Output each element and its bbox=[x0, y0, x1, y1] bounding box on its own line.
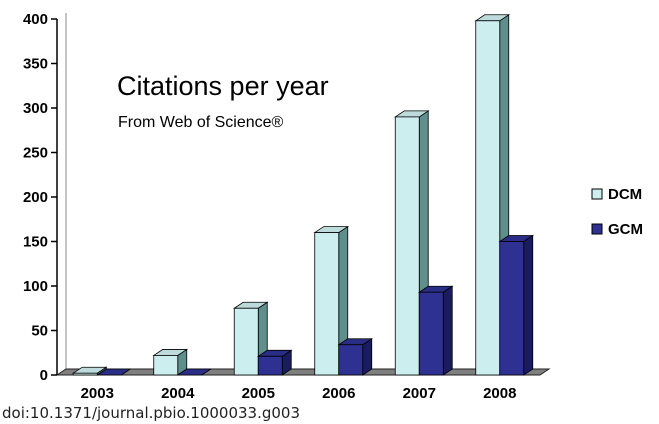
bar-gcm-2008 bbox=[498, 234, 535, 376]
bar-gcm-2007 bbox=[417, 285, 454, 376]
x-tick-label: 2007 bbox=[403, 385, 436, 402]
bar-gcm-2006 bbox=[337, 337, 374, 376]
bar-gcm-2003 bbox=[95, 368, 132, 376]
chart-floor bbox=[55, 368, 551, 376]
legend-label-gcm: GCM bbox=[608, 221, 643, 238]
chart-title: Citations per year bbox=[117, 71, 329, 101]
figure-doi-caption: doi:10.1371/journal.pbio.1000033.g003 bbox=[2, 404, 301, 422]
axes-layer: 0 50 100 150 200 250 300 350 400 2003 2004 2005 2006… bbox=[23, 11, 551, 402]
bar-front bbox=[499, 241, 525, 376]
legend-swatch-gcm bbox=[591, 223, 603, 235]
x-tick-label: 2003 bbox=[81, 385, 114, 402]
bars-layer bbox=[71, 14, 535, 376]
x-tick-label: 2005 bbox=[242, 385, 275, 402]
y-tick-label: 250 bbox=[23, 145, 48, 162]
legend: DCM GCM bbox=[591, 186, 643, 238]
legend-swatch-dcm bbox=[591, 188, 603, 200]
bar-side bbox=[523, 234, 534, 376]
bar-front bbox=[314, 232, 340, 376]
y-tick-label: 400 bbox=[23, 11, 48, 28]
bar-front bbox=[153, 355, 179, 376]
bar-front bbox=[338, 344, 364, 376]
y-tick-label: 300 bbox=[23, 100, 48, 117]
y-tick-label: 50 bbox=[31, 323, 48, 340]
bar-side bbox=[442, 285, 453, 376]
bar-top bbox=[95, 368, 132, 376]
y-tick-label: 150 bbox=[23, 234, 48, 251]
bar-gcm-2005 bbox=[256, 349, 293, 376]
y-tick-label: 0 bbox=[40, 367, 48, 384]
bar-front bbox=[257, 355, 283, 376]
bar-dcm-2006 bbox=[313, 225, 350, 376]
bar-front bbox=[233, 307, 259, 376]
bar-dcm-2004 bbox=[152, 348, 189, 376]
legend-label-dcm: DCM bbox=[608, 186, 642, 203]
bar-top bbox=[176, 368, 213, 376]
bar-front bbox=[475, 20, 501, 376]
bar-front bbox=[72, 372, 98, 376]
bar-dcm-2005 bbox=[232, 301, 269, 376]
x-tick-label: 2008 bbox=[483, 385, 516, 402]
citations-bar-chart: 0 50 100 150 200 250 300 350 400 2003 2004 2005 2006… bbox=[23, 11, 643, 402]
x-tick-label: 2006 bbox=[322, 385, 355, 402]
chart-subtitle: From Web of Science® bbox=[118, 114, 284, 131]
y-tick-label: 200 bbox=[23, 189, 48, 206]
bar-front bbox=[418, 291, 444, 376]
bar-gcm-2004 bbox=[176, 368, 213, 376]
x-tick-label: 2004 bbox=[161, 385, 195, 402]
y-tick-label: 100 bbox=[23, 278, 48, 295]
y-tick-label: 350 bbox=[23, 56, 48, 73]
bar-front bbox=[394, 116, 420, 376]
